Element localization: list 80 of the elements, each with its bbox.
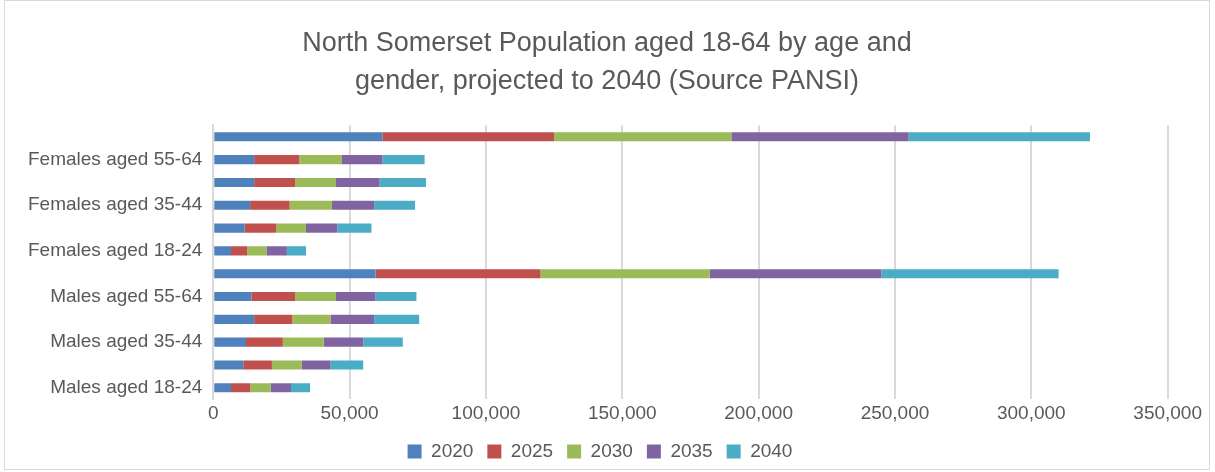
y-tick-label: Males aged 35-44 bbox=[50, 330, 203, 352]
bar bbox=[289, 200, 332, 210]
bar bbox=[266, 246, 287, 256]
legend-label: 2035 bbox=[670, 439, 713, 461]
bar bbox=[271, 360, 302, 370]
bar bbox=[250, 200, 290, 210]
bar bbox=[540, 269, 710, 279]
x-tick-label: 300,000 bbox=[996, 401, 1066, 423]
bar bbox=[214, 177, 255, 188]
bar bbox=[246, 337, 283, 347]
bar bbox=[214, 246, 231, 256]
bar bbox=[335, 177, 380, 188]
bar bbox=[305, 223, 338, 233]
x-tick-label: 350,000 bbox=[1133, 401, 1202, 423]
bar bbox=[247, 246, 267, 256]
bar bbox=[301, 360, 331, 370]
bar bbox=[375, 269, 541, 279]
x-tick-label: 100,000 bbox=[451, 401, 521, 423]
bar bbox=[363, 337, 403, 347]
bar bbox=[214, 337, 246, 347]
x-tick-label: 200,000 bbox=[724, 401, 793, 423]
bar bbox=[214, 223, 245, 233]
legend-label: 2020 bbox=[431, 439, 474, 461]
y-tick-label: Males aged 55-64 bbox=[50, 284, 203, 306]
x-tick-label: 50,000 bbox=[320, 401, 379, 423]
bar bbox=[330, 314, 375, 324]
bar bbox=[554, 132, 732, 142]
y-tick-label: Females aged 18-24 bbox=[27, 239, 203, 261]
bar bbox=[214, 314, 255, 324]
bar bbox=[881, 269, 1059, 279]
y-tick-label: Females aged 55-64 bbox=[27, 147, 203, 169]
bar bbox=[214, 200, 251, 210]
bar bbox=[382, 155, 425, 165]
bar bbox=[250, 383, 271, 393]
bar bbox=[709, 269, 882, 279]
bar bbox=[382, 132, 555, 142]
bar bbox=[214, 360, 244, 370]
bar bbox=[731, 132, 909, 142]
x-tick-label: 0 bbox=[207, 401, 219, 423]
bar bbox=[214, 269, 376, 279]
bar bbox=[214, 383, 231, 393]
bar bbox=[337, 223, 372, 233]
bar bbox=[374, 314, 420, 324]
bar bbox=[379, 177, 426, 188]
bar bbox=[282, 337, 324, 347]
bar bbox=[254, 177, 296, 188]
bar bbox=[290, 383, 311, 393]
bar bbox=[254, 155, 300, 165]
bar bbox=[295, 177, 336, 188]
bar bbox=[251, 291, 296, 302]
legend-label: 2040 bbox=[750, 439, 793, 461]
bar bbox=[330, 360, 364, 370]
y-tick-label: Males aged 18-24 bbox=[50, 376, 203, 398]
bar bbox=[292, 314, 331, 324]
bar bbox=[270, 383, 291, 393]
bar bbox=[335, 291, 376, 302]
legend-label: 2030 bbox=[590, 439, 633, 461]
bar bbox=[214, 291, 252, 302]
x-tick-label: 150,000 bbox=[587, 401, 657, 423]
bar bbox=[375, 291, 417, 302]
bar bbox=[254, 314, 293, 324]
bar bbox=[286, 246, 306, 256]
x-tick-label: 250,000 bbox=[860, 401, 930, 423]
bar bbox=[214, 155, 255, 165]
bar bbox=[243, 360, 272, 370]
bar bbox=[231, 383, 251, 393]
bar bbox=[299, 155, 342, 165]
bar bbox=[331, 200, 375, 210]
bar bbox=[231, 246, 248, 256]
bar bbox=[244, 223, 276, 233]
bar bbox=[295, 291, 336, 302]
bar bbox=[908, 132, 1090, 142]
bar bbox=[323, 337, 364, 347]
bar bbox=[341, 155, 383, 165]
bar bbox=[374, 200, 416, 210]
y-tick-label: Females aged 35-44 bbox=[27, 193, 203, 215]
bar bbox=[275, 223, 306, 233]
legend-label: 2025 bbox=[510, 439, 554, 461]
bar bbox=[214, 132, 383, 142]
chart-title: North Somerset Population aged 18-64 by age and gender, projected to 2040 (Source PANSI) bbox=[301, 26, 913, 97]
